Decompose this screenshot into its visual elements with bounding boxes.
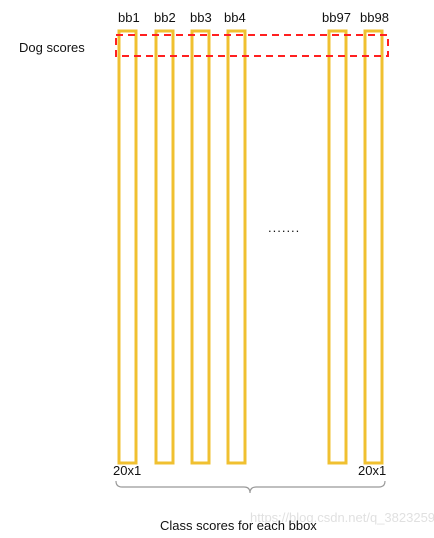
- column-bb97: [327, 29, 348, 465]
- column-bb1: [117, 29, 138, 465]
- column-label-bb2: bb2: [154, 10, 176, 25]
- dim-label-bb98: 20x1: [358, 463, 387, 478]
- caption: Class scores for each bbox: [160, 518, 317, 533]
- column-bb4: [226, 29, 247, 465]
- column-bb98: [363, 29, 384, 465]
- dog-scores-highlight: [115, 34, 389, 57]
- column-label-bb3: bb3: [190, 10, 212, 25]
- column-bb2: [154, 29, 175, 465]
- column-label-bb97: bb97: [322, 10, 351, 25]
- ellipsis: .......: [268, 220, 301, 235]
- column-label-bb1: bb1: [118, 10, 140, 25]
- column-label-bb98: bb98: [360, 10, 389, 25]
- watermark: https://blog.csdn.net/q_38232598: [250, 510, 434, 525]
- dim-label-bb1: 20x1: [113, 463, 142, 478]
- column-label-bb4: bb4: [224, 10, 246, 25]
- row-label-dog-scores: Dog scores: [19, 40, 85, 55]
- bottom-brace: [115, 480, 386, 494]
- column-bb3: [190, 29, 211, 465]
